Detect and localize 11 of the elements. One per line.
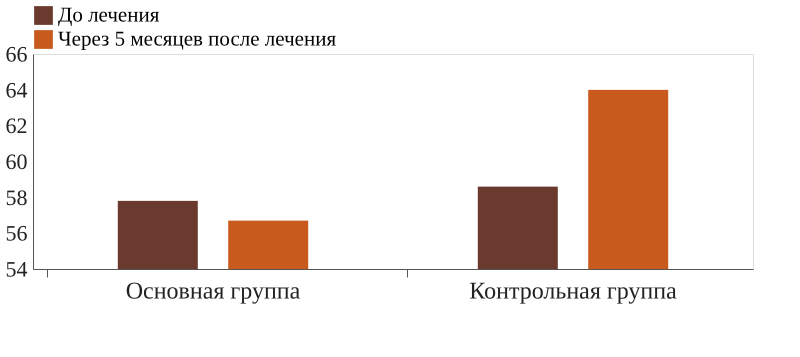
y-tick-label: 60 [6, 149, 28, 174]
y-tick-label: 56 [6, 220, 28, 246]
y-tick-label: 54 [6, 256, 28, 282]
y-tick-label: 58 [6, 184, 28, 210]
legend-label: Через 5 месяцев после лечения [58, 26, 336, 50]
legend-label: До лечения [58, 2, 160, 26]
y-tick-label: 62 [6, 113, 28, 138]
y-tick-label: 64 [6, 77, 28, 102]
x-tick-label: Основная группа [126, 278, 301, 304]
y-tick-label: 66 [6, 42, 28, 66]
x-tick-label: Контрольная группа [469, 278, 678, 304]
